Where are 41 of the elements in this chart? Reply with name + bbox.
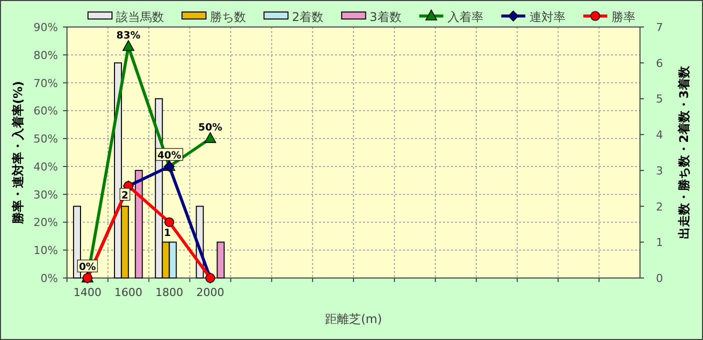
x-tick-label: 1600 [114, 286, 142, 299]
y2-tick-label: 7 [656, 21, 663, 34]
legend-label: 3着数 [370, 10, 402, 24]
y-tick-label: 50% [34, 132, 58, 146]
x-tick-label: 1800 [155, 286, 184, 299]
y-tick-label: 90% [34, 21, 58, 34]
x-axis-title: 距離芝(m) [324, 312, 382, 326]
data-label: 2 [121, 190, 128, 202]
y2-tick-label: 0 [656, 272, 663, 285]
x-tick-label: 1400 [73, 286, 102, 299]
legend-label: 連対率 [529, 10, 566, 24]
y2-tick-label: 6 [656, 56, 663, 70]
y-axis-title: 勝率・連対率・入着率(%) [11, 81, 25, 225]
legend-label: 該当馬数 [116, 10, 164, 24]
y-tick-label: 70% [34, 76, 58, 90]
y2-tick-label: 1 [656, 236, 663, 250]
point [204, 132, 216, 143]
data-label: 0% [78, 262, 96, 273]
y-tick-label: 0% [40, 272, 58, 285]
y-tick-label: 10% [34, 244, 58, 258]
data-label: 1 [164, 228, 171, 240]
y2-axis-title: 出走数・勝ち数・2着数・3着数 [677, 65, 691, 239]
y-tick-label: 20% [34, 216, 58, 230]
data-label: 50% [198, 122, 222, 134]
y2-tick-label: 2 [656, 200, 663, 214]
y2-tick-label: 3 [656, 164, 663, 178]
y-tick-label: 60% [34, 104, 58, 118]
legend-label: 勝率 [611, 10, 636, 24]
point [122, 40, 134, 51]
data-label: 40% [157, 150, 182, 162]
y-tick-label: 80% [34, 48, 58, 62]
x-tick-label: 2000 [196, 286, 224, 299]
y-tick-label: 30% [34, 188, 58, 202]
legend-label: 勝ち数 [210, 10, 246, 24]
data-label: 83% [116, 30, 140, 42]
legend-label: 2着数 [292, 10, 324, 24]
y2-tick-label: 4 [656, 128, 663, 142]
y-tick-label: 40% [34, 160, 58, 174]
legend-label: 入着率 [447, 10, 484, 24]
y2-tick-label: 5 [656, 92, 663, 106]
point [164, 217, 174, 228]
